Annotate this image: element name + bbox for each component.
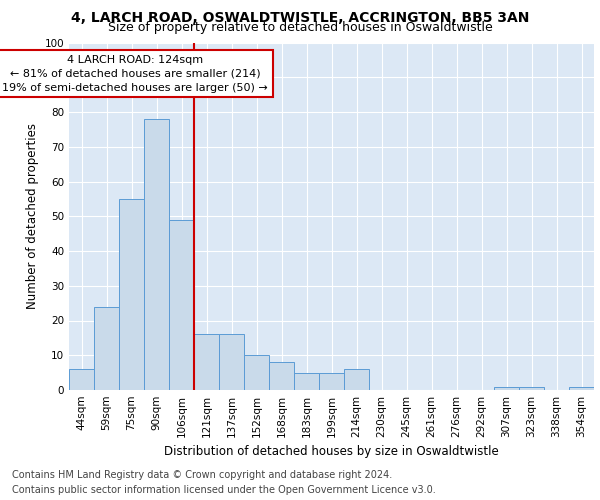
Text: 4 LARCH ROAD: 124sqm
← 81% of detached houses are smaller (214)
19% of semi-deta: 4 LARCH ROAD: 124sqm ← 81% of detached h… xyxy=(2,55,268,93)
Text: Size of property relative to detached houses in Oswaldtwistle: Size of property relative to detached ho… xyxy=(107,22,493,35)
Bar xyxy=(69,369,94,390)
Bar xyxy=(294,372,319,390)
Bar xyxy=(319,372,344,390)
Y-axis label: Number of detached properties: Number of detached properties xyxy=(26,123,39,309)
Text: 4, LARCH ROAD, OSWALDTWISTLE, ACCRINGTON, BB5 3AN: 4, LARCH ROAD, OSWALDTWISTLE, ACCRINGTON… xyxy=(71,11,529,25)
Bar xyxy=(144,119,169,390)
Bar xyxy=(344,369,369,390)
Bar xyxy=(219,334,244,390)
Bar xyxy=(269,362,294,390)
Bar xyxy=(94,306,119,390)
Text: Contains HM Land Registry data © Crown copyright and database right 2024.: Contains HM Land Registry data © Crown c… xyxy=(12,470,392,480)
Bar xyxy=(519,386,544,390)
Bar xyxy=(169,220,194,390)
Bar xyxy=(244,355,269,390)
X-axis label: Distribution of detached houses by size in Oswaldtwistle: Distribution of detached houses by size … xyxy=(164,446,499,458)
Text: Contains public sector information licensed under the Open Government Licence v3: Contains public sector information licen… xyxy=(12,485,436,495)
Bar xyxy=(494,386,519,390)
Bar xyxy=(194,334,219,390)
Bar xyxy=(569,386,594,390)
Bar xyxy=(119,199,144,390)
